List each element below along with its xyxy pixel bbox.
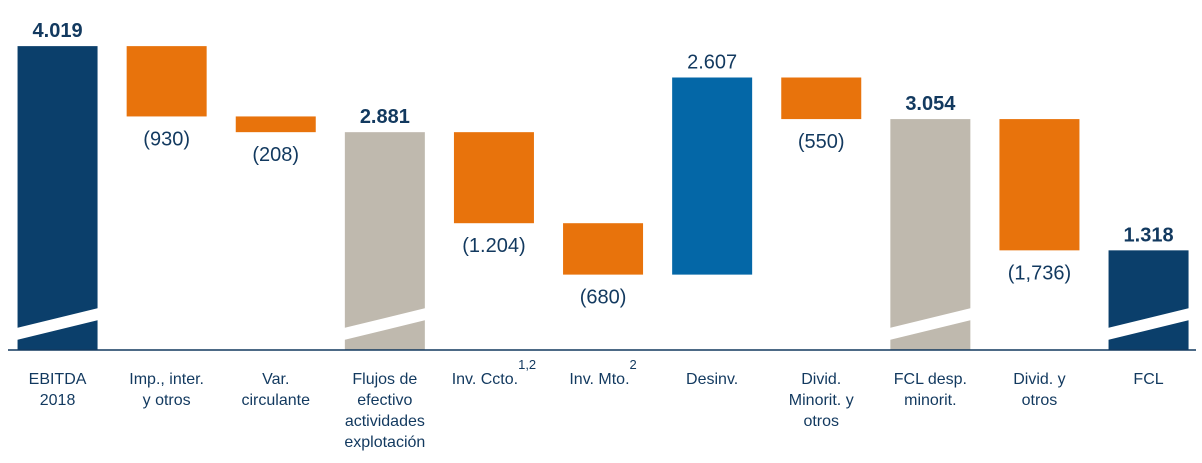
footnote: 1,2 xyxy=(518,357,537,372)
x-tick-label: Inv. Ccto.1,2 xyxy=(440,358,548,390)
value-label: (680) xyxy=(580,287,627,309)
category: Divid. y otros xyxy=(1013,371,1066,409)
x-tick-label: Divid. Minorit. y otros xyxy=(767,369,875,432)
value-label: (208) xyxy=(252,144,299,166)
x-tick-label: Inv. Mto.2 xyxy=(549,358,657,390)
bar xyxy=(126,46,207,117)
category: FCL desp. minorit. xyxy=(893,371,967,409)
x-tick-label: EBITDA 2018 xyxy=(4,369,112,411)
category: Var. circulante xyxy=(241,371,310,409)
value-label: 2.881 xyxy=(360,106,410,128)
bar xyxy=(17,46,98,350)
category: Divid. Minorit. y otros xyxy=(788,371,854,430)
value-label: 4.019 xyxy=(33,20,83,42)
value-label: (550) xyxy=(798,131,845,153)
bar xyxy=(672,77,753,275)
value-label: 2.607 xyxy=(687,52,737,74)
bar xyxy=(999,119,1080,251)
x-tick-label: Var. circulante xyxy=(222,369,330,411)
axis-break xyxy=(889,308,972,340)
value-label: 1.318 xyxy=(1124,224,1174,246)
category: Desinv. xyxy=(686,371,739,388)
x-tick-label: Imp., inter. y otros xyxy=(113,369,221,411)
footnote: 2 xyxy=(629,357,637,372)
axis-break xyxy=(343,308,426,340)
category: FCL xyxy=(1133,371,1164,388)
category: Flujos de efectivo actividades explotaci… xyxy=(344,371,426,451)
axis-break xyxy=(1107,308,1190,340)
value-label: 3.054 xyxy=(905,93,956,115)
x-tick-label: FCL xyxy=(1095,369,1202,390)
bar xyxy=(235,116,316,133)
x-tick-label: Divid. y otros xyxy=(985,369,1093,411)
bar xyxy=(563,223,644,275)
bar xyxy=(453,132,534,224)
x-tick-label: Desinv. xyxy=(658,369,766,390)
x-tick-label: Flujos de efectivo actividades explotaci… xyxy=(331,369,439,453)
category: Imp., inter. y otros xyxy=(129,371,204,409)
value-label: (930) xyxy=(143,128,190,150)
axis-break xyxy=(16,308,99,340)
bar xyxy=(781,77,862,120)
category: Inv. Mto. xyxy=(569,371,630,388)
x-tick-label: FCL desp. minorit. xyxy=(876,369,984,411)
value-label: (1.204) xyxy=(462,235,525,257)
value-label: (1,736) xyxy=(1008,262,1071,284)
category: EBITDA 2018 xyxy=(28,371,87,409)
category: Inv. Ccto. xyxy=(451,371,519,388)
